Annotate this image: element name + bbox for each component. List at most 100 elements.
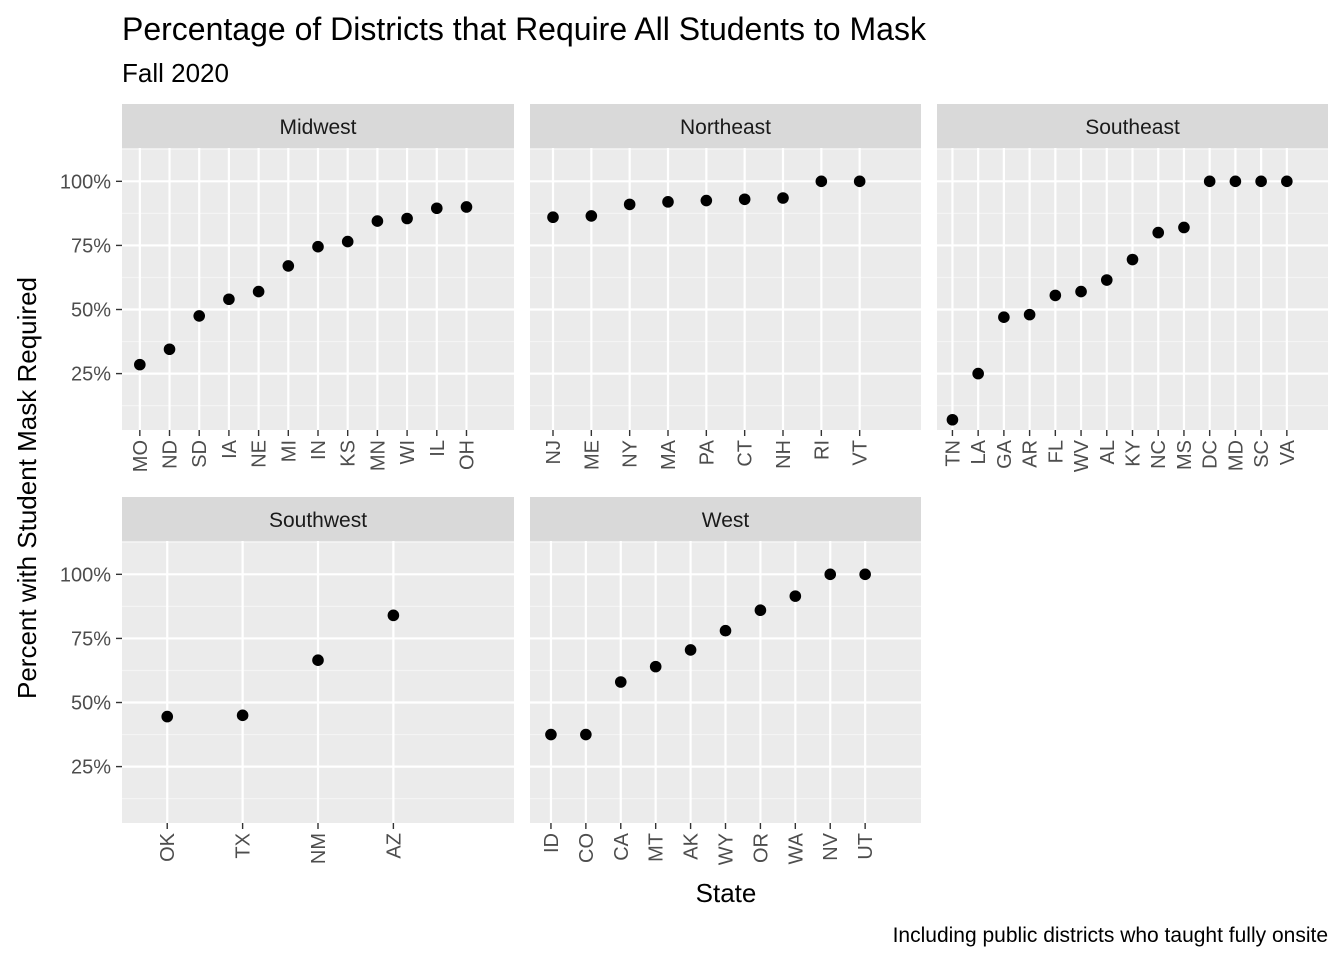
facet-strip — [122, 497, 514, 541]
x-tick-label: ND — [160, 440, 182, 469]
x-tick-label: WV — [1071, 439, 1093, 472]
x-tick-label: WA — [785, 832, 807, 864]
data-point — [998, 311, 1010, 324]
data-point — [430, 202, 443, 215]
x-tick-label: WY — [716, 833, 738, 865]
data-point — [585, 210, 598, 222]
panel-southeast: Southeast TN LA GA AR FL WV AL KY NC MS DC MD SC VA — [937, 104, 1328, 472]
x-tick-label: NV — [820, 832, 842, 860]
x-tick-label: OR — [750, 833, 772, 863]
x-tick-label: PA — [696, 439, 718, 465]
data-point — [193, 310, 206, 322]
facet-strip — [122, 104, 514, 148]
data-point — [312, 654, 324, 667]
x-tick-label: CT — [735, 440, 757, 467]
x-tick-label: TN — [942, 440, 964, 467]
x-tick-label: MA — [658, 439, 680, 470]
y-tick-label: 75% — [71, 628, 111, 650]
panel-midwest: Midwest MO ND SD IA NE MI IN KS MN WI IL OH 25% 50% 75%… — [60, 104, 514, 472]
x-tick-label: AK — [681, 832, 703, 859]
x-tick-label: IN — [308, 440, 330, 460]
x-tick-label: ID — [541, 833, 563, 853]
data-point — [1229, 175, 1242, 188]
x-tick-label: CA — [611, 832, 633, 860]
x-tick-label: NE — [249, 440, 271, 468]
data-point — [1178, 221, 1190, 234]
data-point — [738, 193, 751, 206]
chart-caption: Including public districts who taught fu… — [893, 924, 1328, 947]
x-tick-label: MT — [646, 833, 668, 862]
data-point — [684, 644, 697, 656]
x-tick-label: CO — [576, 833, 598, 863]
data-point — [623, 198, 636, 211]
y-tick-label: 50% — [71, 693, 111, 715]
data-point — [1255, 175, 1267, 188]
x-tick-label: WI — [397, 440, 419, 464]
x-tick-label: NM — [308, 833, 330, 864]
data-point — [252, 285, 265, 298]
chart-subtitle: Fall 2020 — [122, 58, 229, 88]
x-tick-label: FL — [1045, 440, 1067, 463]
data-point — [859, 568, 871, 581]
data-point — [700, 194, 713, 207]
data-point — [1203, 175, 1216, 188]
panel-northeast: Northeast NJ ME NY MA PA CT NH RI VT — [530, 104, 921, 470]
data-point — [1075, 285, 1087, 298]
x-axis-title: State — [696, 878, 757, 908]
data-point — [1023, 308, 1036, 321]
x-tick-label: UT — [855, 833, 877, 860]
x-tick-label: AR — [1020, 440, 1042, 468]
data-point — [163, 343, 176, 356]
data-point — [649, 660, 662, 673]
x-tick-label: IL — [427, 440, 449, 457]
chart-title: Percentage of Districts that Require All… — [122, 11, 927, 47]
x-tick-label: MN — [367, 440, 389, 471]
x-tick-label: NY — [620, 440, 642, 468]
x-tick-label: KY — [1123, 440, 1145, 467]
x-tick-label: SC — [1251, 440, 1273, 468]
x-tick-label: GA — [994, 439, 1016, 469]
x-tick-label: KS — [338, 440, 360, 467]
facet-strip — [530, 497, 921, 541]
y-axis-title: Percent with Student Mask Required — [12, 277, 42, 699]
facet-strip-label: West — [702, 509, 750, 532]
data-point — [719, 624, 732, 637]
data-point — [662, 196, 674, 208]
facet-strip-label: Midwest — [279, 116, 356, 139]
facet-strip-label: Northeast — [680, 116, 771, 139]
x-tick-label: NH — [773, 440, 795, 469]
data-point — [1100, 274, 1113, 286]
y-tick-label: 25% — [71, 364, 111, 386]
data-point — [401, 212, 413, 225]
data-point — [161, 710, 174, 723]
x-tick-label: OK — [157, 832, 179, 862]
data-point — [387, 609, 400, 622]
x-tick-label: SD — [189, 440, 211, 468]
data-point — [614, 676, 627, 688]
x-tick-label: VT — [850, 440, 872, 466]
panel-background — [530, 148, 921, 430]
data-point — [282, 260, 295, 272]
x-tick-label: RI — [811, 440, 833, 460]
data-point — [580, 728, 592, 741]
x-tick-label: DC — [1200, 440, 1222, 469]
data-point — [1126, 253, 1139, 266]
data-point — [946, 413, 959, 426]
x-tick-label: MD — [1225, 440, 1247, 471]
data-point — [341, 235, 354, 248]
data-point — [371, 215, 384, 227]
y-tick-label: 25% — [71, 757, 111, 779]
x-tick-label: IA — [219, 439, 241, 459]
y-tick-label: 50% — [71, 300, 111, 322]
data-point — [789, 590, 802, 602]
data-point — [134, 358, 146, 371]
data-point — [545, 728, 557, 741]
x-tick-label: OH — [456, 440, 478, 470]
x-tick-label: MI — [278, 440, 300, 462]
x-tick-label: AZ — [383, 833, 405, 859]
data-point — [853, 175, 866, 188]
x-tick-label: NC — [1148, 440, 1170, 469]
data-point — [777, 192, 789, 204]
data-point — [815, 175, 828, 188]
